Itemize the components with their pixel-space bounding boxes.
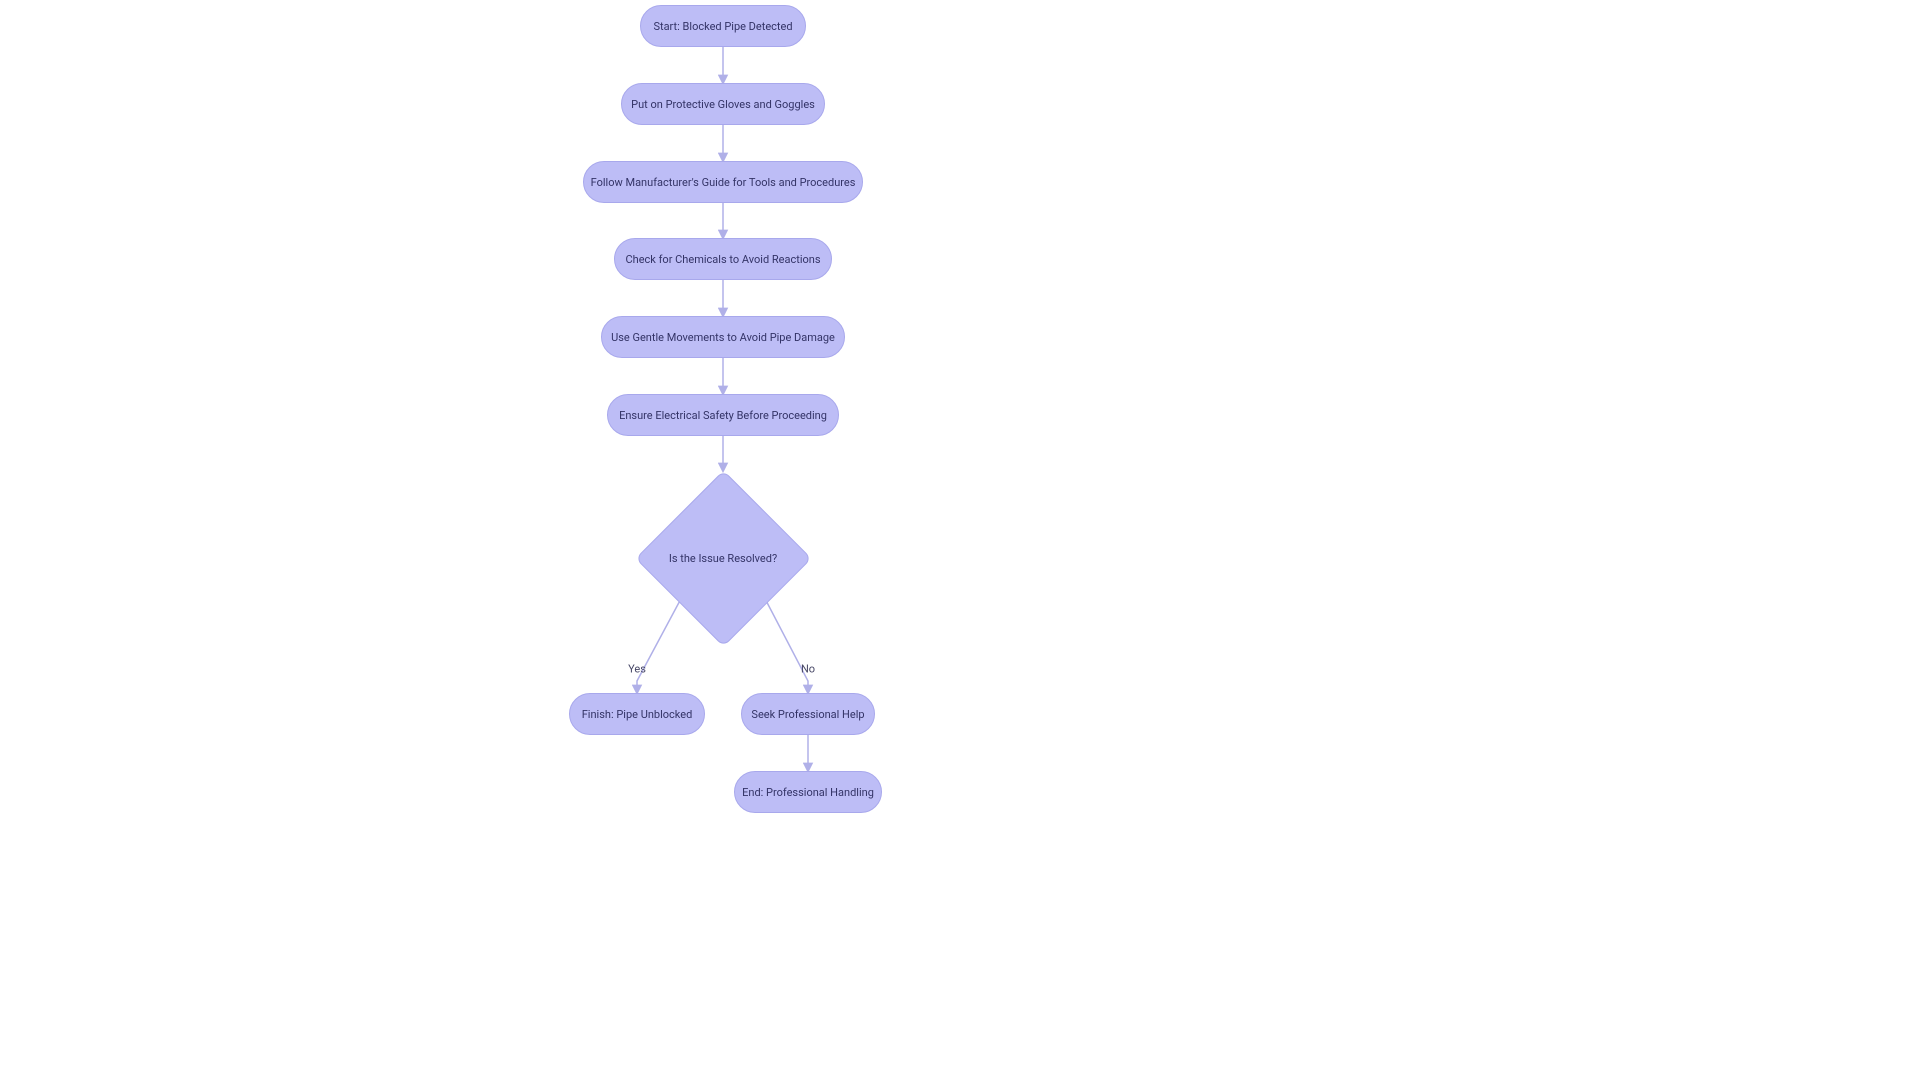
flow-node-n8: Finish: Pipe Unblocked xyxy=(569,693,705,735)
flow-node-n10: End: Professional Handling xyxy=(734,771,882,813)
flow-node-n2: Put on Protective Gloves and Goggles xyxy=(621,83,825,125)
flow-node-n3: Follow Manufacturer's Guide for Tools an… xyxy=(583,161,863,203)
flow-node-n5: Use Gentle Movements to Avoid Pipe Damag… xyxy=(601,316,845,358)
flowchart-canvas: Start: Blocked Pipe Detected Put on Prote… xyxy=(0,0,1920,1080)
edge-label-yes: Yes xyxy=(628,663,646,676)
flow-decision-n7: Is the Issue Resolved? xyxy=(636,471,810,645)
flow-node-n6: Ensure Electrical Safety Before Proceedi… xyxy=(607,394,839,436)
flow-node-n9: Seek Professional Help xyxy=(741,693,875,735)
flow-node-n1: Start: Blocked Pipe Detected xyxy=(640,5,806,47)
edge-label-no: No xyxy=(801,663,815,676)
edges-layer xyxy=(0,0,1920,1080)
flow-node-n4: Check for Chemicals to Avoid Reactions xyxy=(614,238,832,280)
